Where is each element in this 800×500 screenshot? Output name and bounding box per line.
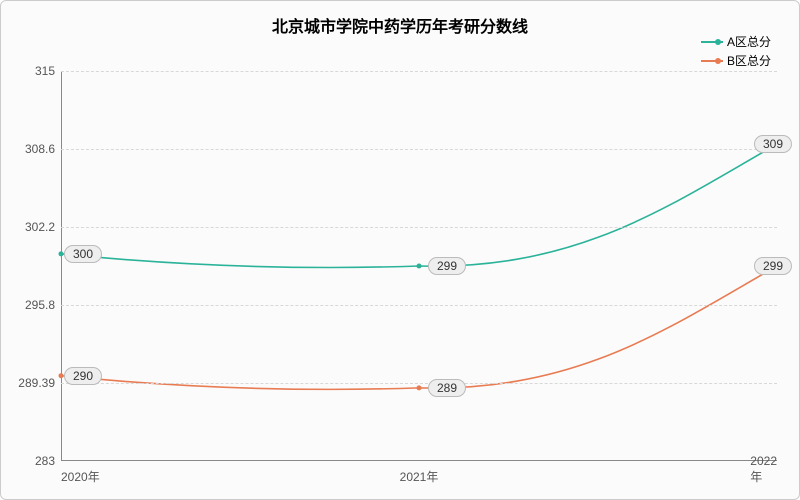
legend: A区总分 B区总分 [701, 33, 771, 71]
series-point [59, 251, 64, 256]
chart-title: 北京城市学院中药学历年考研分数线 [1, 1, 799, 37]
x-tick-label: 2020年 [61, 468, 100, 485]
y-tick-label: 308.6 [9, 142, 55, 156]
data-label: 299 [428, 257, 466, 275]
y-tick-label: 289.39 [9, 376, 55, 390]
legend-item-b: B区总分 [701, 52, 771, 69]
x-tick-label: 2021年 [400, 468, 439, 485]
legend-label-b: B区总分 [727, 52, 771, 69]
x-tick-label: 2022年 [750, 454, 777, 485]
y-tick-label: 283 [9, 454, 55, 468]
grid-line [61, 227, 777, 228]
legend-dot-b [715, 58, 721, 64]
legend-dot-a [715, 39, 721, 45]
series-point [59, 373, 64, 378]
grid-line [61, 305, 777, 306]
legend-label-a: A区总分 [727, 33, 771, 50]
series-line [61, 266, 777, 389]
grid-line [61, 71, 777, 72]
legend-item-a: A区总分 [701, 33, 771, 50]
grid-line [61, 383, 777, 384]
series-point [417, 264, 422, 269]
line-layer [61, 71, 777, 461]
data-label: 299 [754, 257, 792, 275]
y-tick-label: 295.8 [9, 298, 55, 312]
data-label: 290 [64, 367, 102, 385]
y-tick-label: 302.2 [9, 220, 55, 234]
data-label: 289 [428, 379, 466, 397]
data-label: 309 [754, 135, 792, 153]
plot-area: 283289.39295.8302.2308.63152020年2021年202… [61, 71, 777, 461]
series-point [417, 385, 422, 390]
chart-container: 北京城市学院中药学历年考研分数线 A区总分 B区总分 283289.39295.… [0, 0, 800, 500]
y-tick-label: 315 [9, 64, 55, 78]
series-line [61, 144, 777, 267]
data-label: 300 [64, 245, 102, 263]
grid-line [61, 149, 777, 150]
